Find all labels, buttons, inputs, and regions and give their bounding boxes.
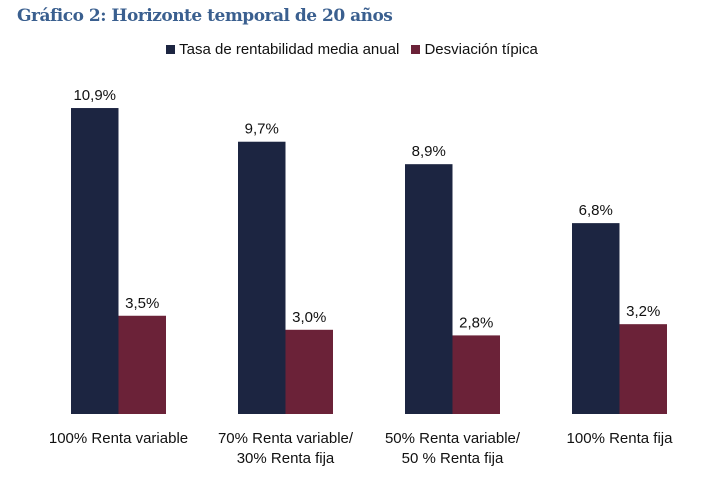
chart-title: Gráfico 2: Horizonte temporal de 20 años	[17, 6, 393, 26]
bar	[619, 324, 667, 414]
category-label: 100% Renta fija	[567, 430, 674, 447]
bar	[238, 141, 286, 414]
data-label: 6,8%	[579, 202, 613, 219]
data-label: 2,8%	[459, 314, 493, 331]
data-label: 3,5%	[125, 295, 159, 312]
category-label: 50 % Renta fija	[402, 450, 504, 467]
data-label: 8,9%	[412, 143, 446, 160]
bar	[285, 329, 333, 414]
bar	[572, 223, 620, 414]
legend-swatch	[166, 45, 176, 54]
bar	[452, 335, 500, 414]
data-label: 3,2%	[626, 303, 660, 320]
data-label: 9,7%	[245, 121, 279, 138]
bar	[71, 108, 119, 415]
bar	[118, 315, 166, 414]
data-label: 10,9%	[73, 87, 116, 104]
legend-swatch	[411, 45, 421, 54]
legend-item-desviacion: Desviación típica	[411, 41, 538, 58]
category-label: 30% Renta fija	[237, 450, 335, 467]
category-label: 50% Renta variable/	[385, 430, 521, 447]
data-label: 3,0%	[292, 309, 326, 326]
legend: Tasa de rentabilidad media anual Desviac…	[0, 41, 704, 58]
category-label: 70% Renta variable/	[218, 430, 354, 447]
legend-label: Desviación típica	[424, 41, 538, 58]
legend-item-rentabilidad: Tasa de rentabilidad media anual	[166, 41, 399, 58]
bar	[405, 164, 453, 414]
legend-label: Tasa de rentabilidad media anual	[179, 41, 400, 58]
category-label: 100% Renta variable	[49, 430, 188, 447]
